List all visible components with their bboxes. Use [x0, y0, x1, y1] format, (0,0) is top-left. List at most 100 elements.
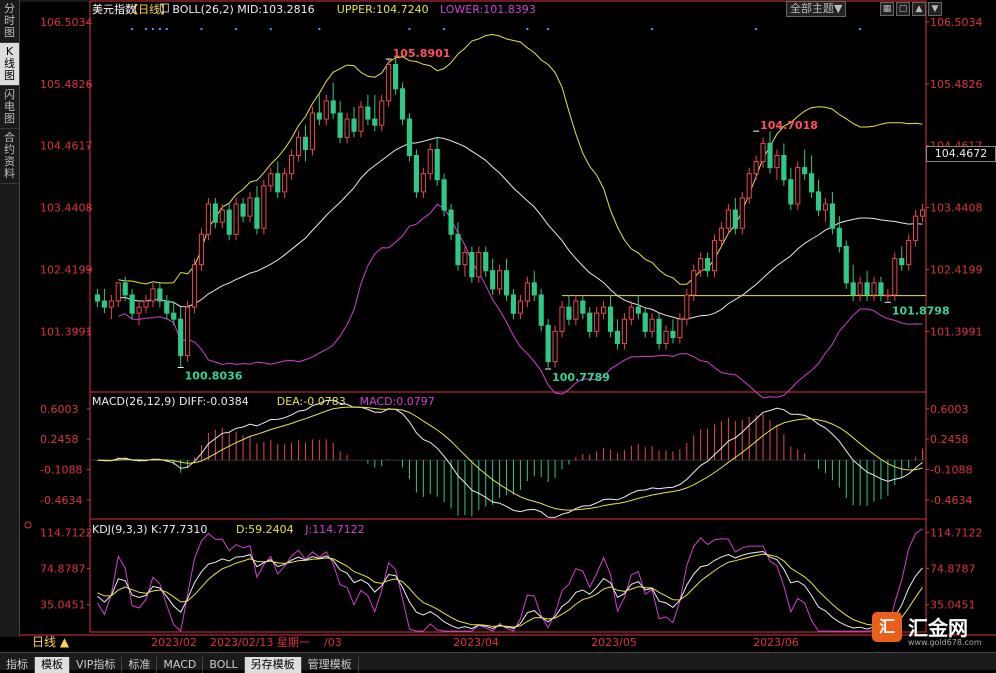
candle-body [219, 209, 225, 223]
boll-mid-readout: BOLL(26,2) MID:103.2816 [172, 3, 314, 16]
signal-dot [755, 28, 758, 30]
candle-body [677, 318, 683, 338]
candle-body [323, 100, 329, 120]
candle-body [836, 227, 842, 247]
candle-body [185, 306, 191, 357]
down-icon[interactable]: ▼ [928, 2, 942, 16]
kdj-k-line [97, 550, 923, 631]
candle-body [164, 300, 170, 314]
bottom-tab-5[interactable]: BOLL [203, 657, 245, 673]
candle-body [601, 306, 607, 314]
candle-body [919, 209, 926, 217]
theme-selector[interactable]: 全部主题▼ [786, 1, 847, 17]
kdj-d-line [97, 553, 923, 628]
x-axis-label: 2023/02 [151, 636, 197, 649]
chart-frame [89, 0, 927, 633]
candle-body [594, 312, 600, 332]
macd-tick-right: -0.4634 [930, 494, 972, 507]
candle-body [573, 300, 579, 320]
signal-dot [859, 28, 862, 30]
bottom-tab-2[interactable]: VIP指标 [70, 657, 123, 673]
left-tab-0[interactable]: 分时图 [0, 0, 19, 43]
bottom-tab-6[interactable]: 另存模板 [244, 657, 302, 673]
bottom-tab-3[interactable]: 标准 [122, 657, 158, 673]
macd-tick-right: -0.1088 [930, 463, 972, 476]
extreme-label: 101.8798 [892, 304, 950, 317]
candle-body [212, 203, 218, 223]
candle-body [261, 185, 267, 229]
left-tab-3[interactable]: 合约资料 [0, 129, 19, 184]
left-tab-2[interactable]: 闪电图 [0, 86, 19, 129]
macd-tick-left: 0.6003 [40, 403, 79, 416]
candle-body [642, 312, 648, 332]
candle-body [788, 179, 794, 205]
candle-body [545, 324, 551, 363]
signal-dot [547, 28, 550, 30]
price-tick-left: 101.3991 [40, 325, 93, 338]
candle-body [386, 64, 392, 102]
macd-value-readout: MACD:0.0797 [360, 395, 435, 408]
candle-body [316, 112, 322, 120]
candle-body [795, 167, 801, 205]
window-icon[interactable]: ▢ [896, 2, 910, 16]
x-axis-label: 2023/05 [591, 636, 637, 649]
boll-mid-line [118, 136, 923, 320]
signal-dot [318, 28, 321, 30]
signal-dot [443, 28, 446, 30]
candle-body [635, 306, 641, 314]
price-tick-right: 101.3991 [930, 325, 983, 338]
candle-body [337, 112, 343, 138]
candle-body [289, 154, 295, 175]
candle-body [399, 88, 406, 120]
candle-body [101, 300, 107, 308]
candle-body [268, 173, 274, 187]
price-tick-right: 103.4408 [930, 202, 983, 215]
candle-body [878, 282, 884, 296]
candle-body [469, 252, 475, 278]
candle-body [254, 197, 260, 229]
up-icon[interactable]: ▲ [912, 2, 926, 16]
bottom-tab-0[interactable]: 指标 [0, 657, 35, 673]
price-tick-left: 106.5034 [40, 16, 93, 29]
candle-body [781, 154, 787, 181]
candle-body [698, 258, 704, 272]
candle-body [247, 197, 253, 217]
candle-body [663, 330, 669, 344]
grid-icon[interactable]: ▦ [880, 2, 894, 16]
candle-body [538, 294, 544, 326]
kdj-j-readout: J:114.7122 [304, 523, 364, 536]
gold678-logo: 汇 汇金网 www.gold678.com [872, 608, 982, 648]
logo-mark-icon: 汇 [872, 612, 902, 642]
candle-body [94, 294, 101, 302]
macd-tick-left: -0.1088 [40, 463, 82, 476]
kdj-settings-icon [24, 521, 32, 529]
boll-upper-line [118, 33, 923, 285]
candle-body [275, 173, 281, 193]
candle-body [122, 282, 128, 296]
candle-body [774, 154, 780, 169]
bottom-tab-4[interactable]: MACD [157, 657, 204, 673]
candle-body [524, 282, 530, 302]
x-axis-label: 2023/04 [453, 636, 499, 649]
candle-body [767, 142, 773, 169]
x-axis-label: 2023/06 [753, 636, 799, 649]
candle-body [136, 306, 142, 314]
candle-body [198, 233, 205, 266]
kdj-j-line [97, 528, 923, 633]
candle-body [115, 282, 121, 302]
candle-body [462, 252, 468, 266]
candle-body [448, 209, 454, 235]
signal-dot [145, 28, 147, 30]
kdj-tick-left: 114.7122 [40, 526, 93, 539]
candle-body [614, 330, 621, 344]
signal-dot [200, 28, 203, 30]
candle-body [420, 173, 426, 193]
candle-body [656, 318, 662, 344]
bottom-tab-7[interactable]: 管理模板 [302, 657, 359, 673]
candle-body [427, 148, 433, 175]
candle-body [580, 300, 586, 314]
candle-body [739, 197, 745, 229]
bottom-tab-1[interactable]: 模板 [35, 657, 70, 673]
